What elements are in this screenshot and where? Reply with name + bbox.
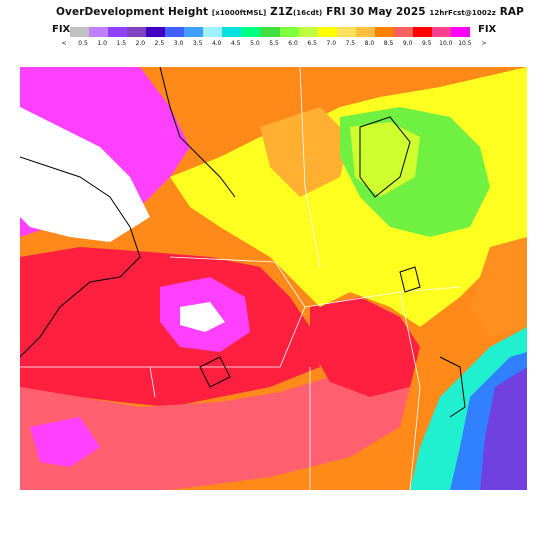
color-swatch-6 [184,27,204,37]
scale-tick-label: > [481,40,487,47]
scale-tick-label: 8.0 [364,40,375,47]
contour-1 [20,156,141,358]
orange-region-north [260,107,350,197]
forecast-label: 12hrFcst@1002z [429,9,496,17]
state-line-5 [399,291,421,490]
scale-tick-label: 3.5 [192,40,203,47]
yellow-green-region-ne [350,122,420,197]
color-swatch-2 [108,27,128,37]
scale-tick-label: 4.5 [231,40,241,47]
white-region-central [180,302,225,332]
contour-2 [159,67,236,198]
run-sub-label: (16cdt) [292,9,323,17]
color-swatch-14 [336,27,356,37]
color-scale-ticks: <0.5 1.0 1.5 2.0 2.5 3.0 3.5 4.0 4.5 5.0 5.5 6.0 6.5… [61,40,487,50]
color-swatch-3 [127,27,147,37]
color-swatch-15 [355,27,375,37]
color-swatch-16 [374,27,394,37]
state-line-6 [169,256,306,308]
contour-3 [359,116,411,198]
map-canvas [20,67,527,490]
color-swatch-4 [146,27,166,37]
scale-tick-label: 9.5 [421,40,432,47]
scale-tick-label: 6.0 [288,40,298,47]
scale-tick-label: 7.0 [326,40,337,47]
color-swatch-19 [431,27,451,37]
orange-region-east [470,237,527,337]
color-swatch-10 [260,27,280,37]
color-swatch-17 [393,27,413,37]
color-swatch-5 [165,27,185,37]
model-label: RAP [499,6,524,18]
contour-6 [439,356,466,418]
color-swatch-13 [317,27,337,37]
color-swatch-12 [298,27,318,37]
color-scale-bar [70,27,470,37]
scale-tick-label: 5.5 [269,40,279,47]
state-line-2 [150,306,306,368]
color-swatch-1 [89,27,109,37]
scale-tick-label: 2.0 [135,40,146,47]
scale-tick-label: 9.0 [402,40,413,47]
color-swatch-7 [203,27,223,37]
valid-date: FRI 30 May 2025 [326,6,426,18]
scale-tick-label: 6.5 [307,40,317,47]
run-label: Z1Z [270,6,293,18]
scale-tick-label: 0.5 [78,40,88,47]
color-swatch-8 [222,27,242,37]
weather-map [20,67,527,490]
map-title: OverDevelopment Height [x1000ftMSL] Z1Z(… [56,6,524,18]
scale-tick-label: 2.5 [154,40,165,47]
scale-tick-label: 3.0 [173,40,184,47]
fix-left-label: FIX [52,24,71,35]
contour-5 [399,266,421,293]
state-boundaries [20,67,461,490]
scale-tick-label: 5.0 [250,40,260,47]
color-swatch-18 [412,27,432,37]
color-swatch-20 [450,27,470,37]
red-region-east [310,297,420,397]
scale-tick-label: 1.5 [116,40,127,47]
magenta-region-sw [30,417,100,467]
product-name: OverDevelopment Height [56,6,209,18]
terrain-contours [20,67,466,418]
scale-tick-label: 8.5 [383,40,394,47]
units-label: [x1000ftMSL] [211,9,267,17]
scale-tick-label: < [61,40,67,47]
scale-tick-label: 7.5 [345,40,356,47]
color-swatch-11 [279,27,299,37]
scale-tick-label: 4.0 [211,40,222,47]
contour-4 [199,356,231,388]
color-swatch-0 [70,27,90,37]
scale-tick-label: 1.0 [97,40,107,47]
salmon-region-south [20,357,410,490]
state-line-7 [299,67,321,268]
fix-right-label: FIX [478,24,497,35]
scale-tick-label: 10.5 [458,40,472,47]
color-swatch-9 [241,27,261,37]
purple-region-se [480,367,527,490]
scale-tick-label: 10.0 [439,40,453,47]
